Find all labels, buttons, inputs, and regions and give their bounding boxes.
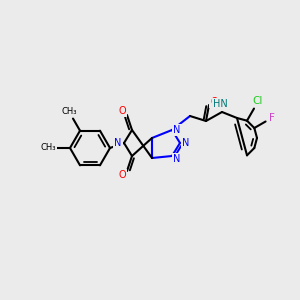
Text: N: N [114, 138, 122, 148]
Text: O: O [118, 170, 126, 180]
Text: O: O [118, 106, 126, 116]
Text: F: F [269, 113, 274, 123]
Text: N: N [173, 154, 181, 164]
Text: CH₃: CH₃ [40, 143, 56, 152]
Text: HN: HN [213, 99, 227, 109]
Text: Cl: Cl [253, 96, 263, 106]
Text: N: N [173, 125, 181, 135]
Text: CH₃: CH₃ [61, 107, 77, 116]
Text: N: N [182, 138, 190, 148]
Text: O: O [210, 97, 218, 107]
